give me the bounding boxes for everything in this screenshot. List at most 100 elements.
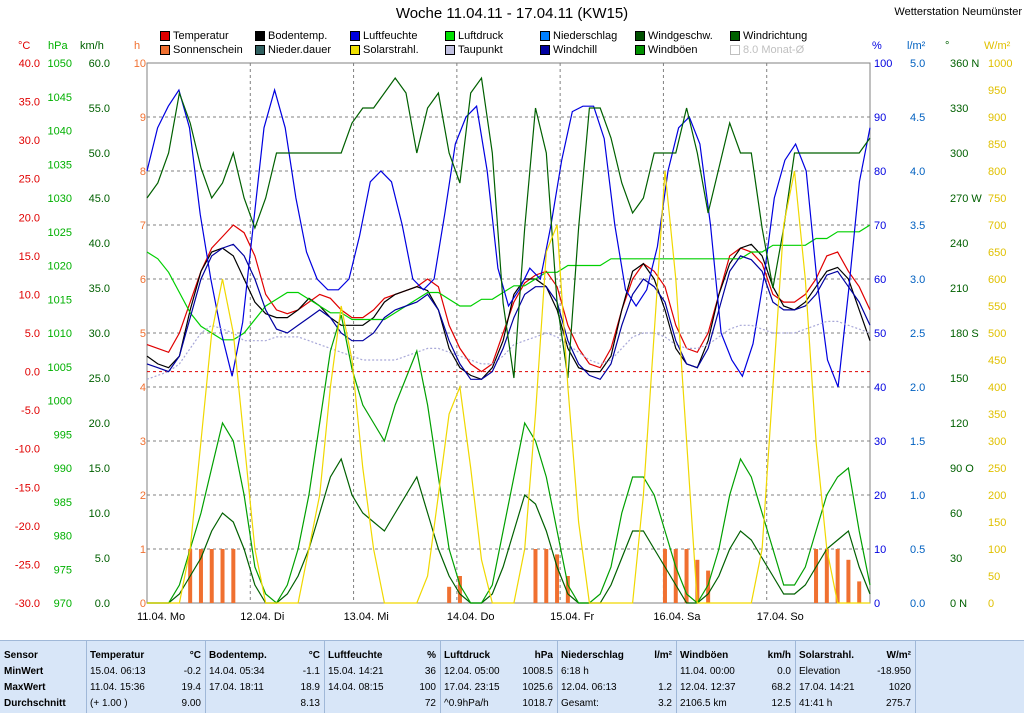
tick-label-wind: 35.0 <box>89 283 110 295</box>
sunshine-bar <box>447 586 452 603</box>
legend-item: Niederschlag <box>540 30 617 42</box>
legend-item: Bodentemp. <box>255 30 327 42</box>
sunshine-bar <box>695 559 700 603</box>
stats-soil-avg_v: 8.13 <box>300 697 320 709</box>
tick-label-direction: 0 N <box>950 598 967 610</box>
stats-press-unit: hPa <box>534 649 553 661</box>
stats-avg-label: Durchschnitt <box>4 697 66 709</box>
tick-label-direction: 120 <box>950 418 968 430</box>
legend-label: Windchill <box>553 44 598 56</box>
tick-label-direction: 90 O <box>950 463 974 475</box>
legend-item: Windböen <box>635 44 698 56</box>
tick-label-solar: 150 <box>988 517 1006 529</box>
legend-swatch <box>635 31 645 41</box>
sunshine-bar <box>457 576 462 603</box>
legend-item: Sonnenschein <box>160 44 243 56</box>
legend: Temperatur Bodentemp. Luftfeuchte Luftdruck… <box>160 30 860 60</box>
series-luftfeuchte <box>146 87 871 388</box>
legend-swatch <box>445 45 455 55</box>
stats-hum-min_t: 15.04. 14:21 <box>328 665 384 677</box>
stats-col-temp: Temperatur °C 15.04. 06:13 -0.2 11.04. 15:36… <box>86 641 206 713</box>
tick-label-sun: 0 <box>140 598 146 610</box>
tick-label-rain: 2.0 <box>910 382 925 394</box>
stats-solar-min_v: -18.950 <box>877 665 911 677</box>
stats-temp-min_v: -0.2 <box>183 665 201 677</box>
tick-label-direction: 270 W <box>950 193 982 205</box>
tick-label-rain: 3.5 <box>910 220 925 232</box>
stats-col-rain: Niederschlag l/m² 6:18 h 12.04. 06:13 1.2 Ges… <box>557 641 677 713</box>
legend-label: Niederschlag <box>553 30 618 42</box>
legend-swatch <box>255 45 265 55</box>
stats-rain-max_t: 12.04. 06:13 <box>561 681 617 693</box>
series-bodentemp <box>146 243 871 380</box>
stats-temp-max_v: 19.4 <box>181 681 201 693</box>
tick-label-wind: 30.0 <box>89 328 110 340</box>
x-tick-label: 17.04. So <box>757 611 804 623</box>
legend-label: Sonnenschein <box>173 44 243 56</box>
tick-label-temp: -5.0 <box>21 405 40 417</box>
legend-item: Windgeschw. <box>635 30 713 42</box>
stats-col-solar: Solarstrahl. W/m² Elevation -18.950 17.04. 1… <box>795 641 916 713</box>
stats-temp-unit: °C <box>189 649 201 661</box>
tick-label-pressure: 980 <box>54 531 72 543</box>
axis-unit-temp: °C <box>18 40 31 52</box>
sunshine-bar <box>835 549 840 603</box>
tick-label-sun: 9 <box>140 112 146 124</box>
legend-label: Taupunkt <box>458 44 503 56</box>
sunshine-bar <box>544 549 549 603</box>
axis-unit-solar: W/m² <box>984 40 1011 52</box>
legend-label: Windrichtung <box>743 30 808 42</box>
tick-label-pressure: 1025 <box>48 227 72 239</box>
stats-col-hum: Luftfeuchte% 15.04. 14:21 36 14.04. 08:15 10… <box>324 641 441 713</box>
stats-press-max_v: 1025.6 <box>522 681 553 693</box>
tick-label-pressure: 1035 <box>48 159 72 171</box>
tick-label-temp: 10.0 <box>19 289 40 301</box>
tick-label-temp: 35.0 <box>19 97 40 109</box>
legend-swatch <box>445 31 455 41</box>
legend-label: Luftfeuchte <box>363 30 418 42</box>
stats-gust-unit: km/h <box>767 649 791 661</box>
tick-label-solar: 850 <box>988 139 1006 151</box>
legend-swatch <box>350 31 360 41</box>
tick-label-solar: 700 <box>988 220 1006 232</box>
axis-unit-humidity: % <box>872 40 882 52</box>
tick-label-temp: 25.0 <box>19 174 40 186</box>
tick-label-solar: 950 <box>988 85 1006 97</box>
tick-label-humidity: 50 <box>874 328 886 340</box>
sunshine-bar <box>533 549 538 603</box>
tick-label-temp: -25.0 <box>15 559 40 571</box>
stats-press-min_t: 12.04. 05:00 <box>444 665 500 677</box>
tick-label-solar: 1000 <box>988 58 1012 70</box>
tick-label-pressure: 1000 <box>48 396 72 408</box>
tick-label-pressure: 990 <box>54 463 72 475</box>
stats-solar-avg_v: 275.7 <box>885 697 911 709</box>
tick-label-direction: 150 <box>950 373 968 385</box>
tick-label-solar: 100 <box>988 544 1006 556</box>
stats-soil-max_v: 18.9 <box>300 681 320 693</box>
tick-label-wind: 5.0 <box>95 553 110 565</box>
tick-label-rain: 4.0 <box>910 166 925 178</box>
tick-label-temp: 20.0 <box>19 212 40 224</box>
legend-label: 8.0 Monat-Ø <box>743 44 805 56</box>
tick-label-rain: 0.5 <box>910 544 925 556</box>
sunshine-bar <box>198 549 203 603</box>
stats-rain-min_t: 6:18 h <box>561 665 589 677</box>
stats-solar-head: Solarstrahl. <box>799 649 855 661</box>
tick-label-solar: 250 <box>988 463 1006 475</box>
tick-label-wind: 60.0 <box>89 58 110 70</box>
tick-label-pressure: 985 <box>54 497 72 509</box>
tick-label-humidity: 90 <box>874 112 886 124</box>
tick-label-pressure: 1050 <box>48 58 72 70</box>
stats-gust-min_v: 0.0 <box>777 665 791 677</box>
legend-label: Windböen <box>648 44 698 56</box>
x-tick-label: 15.04. Fr <box>550 611 594 623</box>
tick-label-humidity: 60 <box>874 274 886 286</box>
tick-label-solar: 650 <box>988 247 1006 259</box>
tick-label-direction: 330 <box>950 103 968 115</box>
tick-label-humidity: 80 <box>874 166 886 178</box>
series-windchill <box>146 243 871 381</box>
legend-label: Luftdruck <box>458 30 504 42</box>
stats-rain-avg_v: 3.2 <box>658 697 672 709</box>
tick-label-rain: 3.0 <box>910 274 925 286</box>
tick-label-solar: 450 <box>988 355 1006 367</box>
